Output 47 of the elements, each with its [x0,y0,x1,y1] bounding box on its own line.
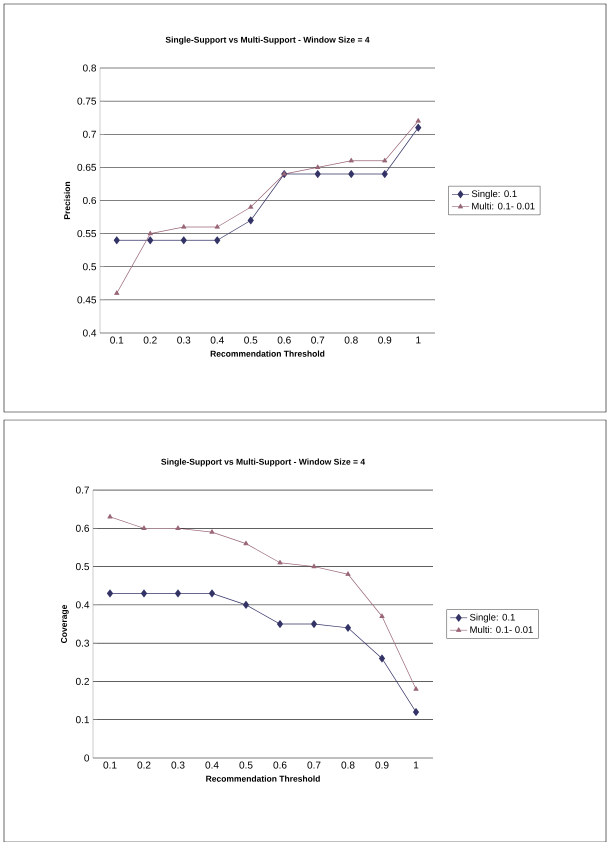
y-tick-label: 0.6 [82,196,96,204]
x-tick-label: 0.4 [205,762,219,769]
y-tick-label: 0.7 [82,130,96,138]
x-tick-label: 0.6 [278,336,291,344]
y-tick-label: 0.4 [82,329,96,337]
x-tick-label: 0.3 [171,762,185,769]
y-tick-label: 0.6 [76,524,90,532]
legend-label: Single: 0.1 [472,190,517,199]
y-tick-label: 0.8 [82,64,96,72]
x-tick-label: 0.2 [144,336,157,344]
x-tick-label: 0.5 [244,336,258,344]
x-tick-label: 0.9 [378,336,392,344]
y-tick-label: 0.75 [77,98,96,105]
x-tick-label: 0.1 [110,336,124,344]
y-tick-label: 0.7 [76,486,89,494]
y-tick-label: 0.4 [76,601,90,608]
y-tick-label: 0.65 [77,164,96,171]
x-tick-label: 0.1 [103,762,116,769]
legend-label: Multi: 0.1- 0.01 [472,202,535,210]
x-tick-label: 0.7 [311,336,324,344]
x-tick-label: 0.4 [210,336,224,344]
x-tick-label: 0.9 [375,762,388,769]
x-axis-title: Recommendation Threshold [206,775,320,782]
y-tick-label: 0.45 [77,296,96,304]
y-tick-label: 0.2 [76,678,89,685]
chart-title: Single-Support vs Multi-Support - Window Size = 4 [166,36,370,44]
y-tick-label: 0.3 [76,640,90,647]
chart-title: Single-Support vs Multi-Support - Window Size = 4 [161,458,366,466]
x-tick-label: 1 [414,762,418,768]
x-tick-label: 0.3 [177,336,190,344]
x-tick-label: 0.6 [273,762,287,769]
x-tick-label: 1 [416,336,421,344]
x-tick-label: 0.8 [341,762,355,769]
y-tick-label: 0 [84,754,90,762]
legend-label: Multi: 0.1- 0.01 [470,626,533,633]
y-axis-title: Precision [64,182,70,220]
x-tick-label: 0.5 [239,762,253,769]
y-tick-label: 0.5 [82,263,96,270]
x-tick-label: 0.8 [344,336,358,344]
legend-label: Single: 0.1 [470,614,515,622]
y-tick-label: 0.1 [76,716,89,724]
y-tick-label: 0.5 [76,563,90,570]
y-tick-label: 0.55 [77,230,96,238]
x-tick-label: 0.7 [307,762,320,769]
y-axis-title: Coverage [60,604,69,644]
x-axis-title: Recommendation Threshold [210,350,324,357]
x-tick-label: 0.2 [137,762,150,769]
